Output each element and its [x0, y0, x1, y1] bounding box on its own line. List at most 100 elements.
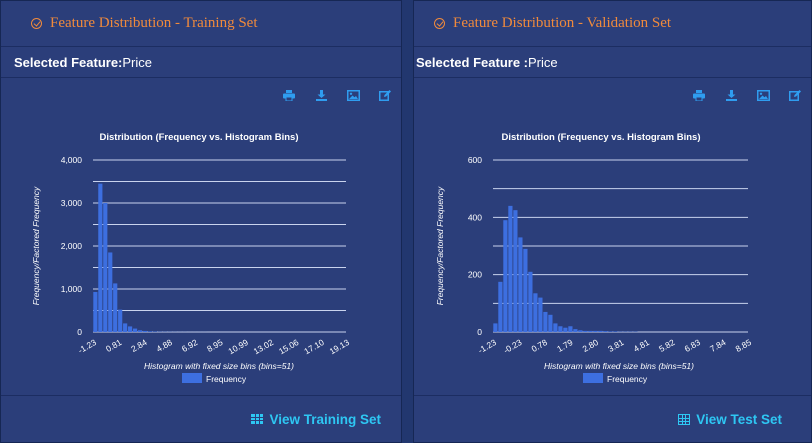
download-icon[interactable] [305, 87, 337, 103]
selected-feature-value: Price [122, 55, 152, 70]
histogram-bar [593, 330, 598, 332]
table-icon [678, 413, 691, 425]
histogram-bar [142, 330, 148, 332]
legend-label: Frequency [607, 374, 648, 384]
histogram-bar [583, 330, 588, 332]
chart-area: Distribution (Frequency vs. Histogram Bi… [414, 79, 811, 396]
histogram-bar [573, 329, 578, 332]
histogram-bar [147, 331, 153, 332]
histogram-bar [598, 330, 603, 332]
validation-panel-header: Feature Distribution - Validation Set [414, 1, 811, 47]
validation-histogram: Distribution (Frequency vs. Histogram Bi… [435, 132, 754, 384]
histogram-bar [93, 292, 98, 332]
x-tick-label: 6.92 [180, 337, 200, 354]
training-histogram: Distribution (Frequency vs. Histogram Bi… [31, 132, 352, 384]
histogram-bar [113, 283, 118, 332]
x-tick-label: 0.78 [530, 337, 550, 354]
y-axis-label: Frequency/Factored Frequency [435, 186, 445, 305]
histogram-bar [503, 220, 508, 332]
histogram-bar [118, 309, 123, 332]
chart-toolbar [273, 87, 401, 103]
view-test-set-link[interactable]: View Test Set [678, 412, 782, 427]
histogram-bar [523, 248, 528, 332]
y-tick-label: 0 [77, 327, 82, 337]
selected-feature-row: Selected Feature: Price [1, 48, 401, 78]
x-tick-label: 8.85 [734, 337, 754, 354]
histogram-bar [103, 203, 108, 332]
histogram-bar [137, 330, 143, 332]
x-tick-label: 3.81 [606, 337, 626, 354]
histogram-bar [518, 237, 523, 332]
histogram-bar [543, 311, 548, 332]
x-tick-label: 4.88 [155, 337, 175, 354]
image-icon[interactable] [747, 87, 779, 103]
histogram-bar [128, 326, 133, 332]
histogram-bar [508, 205, 513, 332]
check-circle-icon [434, 18, 445, 29]
histogram-bar [538, 297, 543, 332]
x-tick-label: 13.02 [252, 337, 276, 356]
legend-swatch [182, 373, 202, 383]
selected-feature-label: Selected Feature: [14, 55, 123, 70]
x-tick-label: -1.23 [476, 337, 498, 355]
print-icon[interactable] [683, 87, 715, 103]
histogram-bar [528, 271, 533, 332]
histogram-bar [513, 210, 518, 332]
edit-icon[interactable] [779, 87, 811, 103]
histogram-bar [603, 331, 608, 332]
x-tick-label: 19.13 [328, 337, 352, 356]
image-icon[interactable] [337, 87, 369, 103]
x-tick-label: 2.80 [581, 337, 601, 354]
download-icon[interactable] [715, 87, 747, 103]
y-tick-label: 200 [468, 270, 482, 280]
chart-toolbar [683, 87, 811, 103]
x-tick-label: 4.81 [632, 337, 652, 354]
x-axis-label: Histogram with fixed size bins (bins=51) [544, 361, 694, 371]
view-training-set-link[interactable]: View Training Set [251, 412, 381, 427]
histogram-bar [613, 331, 618, 332]
x-tick-label: 7.84 [708, 337, 728, 354]
histogram-bar [553, 323, 558, 332]
legend-label: Frequency [206, 374, 247, 384]
x-tick-label: 17.10 [302, 337, 326, 356]
x-tick-label: 1.79 [555, 337, 575, 354]
histogram-bar [563, 327, 568, 332]
view-link-label: View Test Set [696, 411, 782, 427]
view-link-label: View Training Set [269, 411, 381, 427]
y-tick-label: 2,000 [61, 241, 83, 251]
y-axis-label: Frequency/Factored Frequency [31, 186, 41, 305]
chart-title: Distribution (Frequency vs. Histogram Bi… [502, 132, 701, 143]
histogram-bar [568, 326, 573, 332]
histogram-bar [548, 314, 553, 332]
histogram-bar [578, 330, 583, 332]
y-tick-label: 0 [477, 327, 482, 337]
x-tick-label: -0.23 [502, 337, 524, 355]
y-tick-label: 4,000 [61, 155, 83, 165]
panel-footer: View Training Set [1, 396, 401, 442]
panel-title: Feature Distribution - Validation Set [453, 15, 672, 31]
training-panel: Feature Distribution - Training Set Sele… [0, 0, 402, 443]
x-tick-label: 2.84 [129, 337, 149, 354]
selected-feature-label: Selected Feature : [416, 55, 528, 70]
y-tick-label: 600 [468, 155, 482, 165]
chart-title: Distribution (Frequency vs. Histogram Bi… [100, 132, 299, 143]
histogram-bar [533, 293, 538, 332]
panel-title: Feature Distribution - Training Set [50, 15, 258, 31]
y-tick-label: 3,000 [61, 198, 83, 208]
x-tick-label: 10.99 [226, 337, 250, 356]
histogram-bar [123, 323, 128, 332]
x-tick-label: 15.06 [277, 337, 301, 356]
selected-feature-value: Price [528, 55, 558, 70]
histogram-bar [498, 281, 503, 332]
histogram-bar [608, 331, 613, 332]
x-axis-label: Histogram with fixed size bins (bins=51) [144, 361, 294, 371]
legend-swatch [583, 373, 603, 383]
validation-panel: Feature Distribution - Validation Set Se… [413, 0, 812, 443]
training-panel-header: Feature Distribution - Training Set [1, 1, 401, 47]
histogram-bar [132, 328, 138, 332]
edit-icon[interactable] [369, 87, 401, 103]
print-icon[interactable] [273, 87, 305, 103]
histogram-bar [558, 326, 563, 332]
histogram-bar [588, 330, 593, 332]
check-circle-icon [31, 18, 42, 29]
